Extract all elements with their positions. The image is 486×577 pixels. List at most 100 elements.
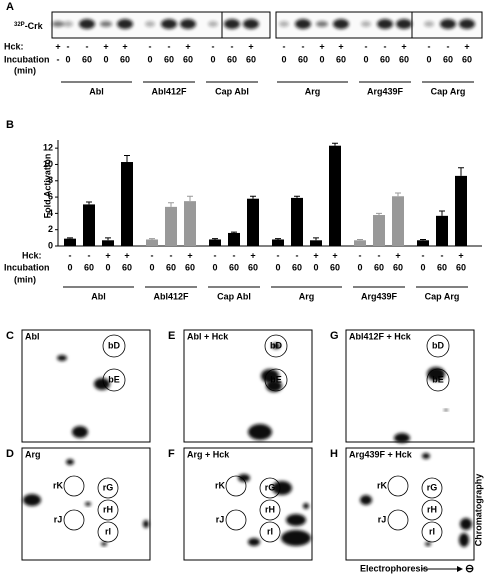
- group-name: Cap Abl: [217, 291, 251, 301]
- hck-sign: -: [168, 41, 171, 51]
- bar: [392, 196, 404, 246]
- incubation: 0: [313, 262, 318, 272]
- incubation: 60: [166, 262, 176, 272]
- group-name: Cap Abl: [215, 86, 249, 96]
- hck-sign: -: [88, 250, 91, 260]
- spot: [422, 453, 430, 459]
- error-bar: [357, 238, 363, 241]
- panel-title: Abl412F + Hck: [349, 331, 412, 341]
- bar: [329, 145, 341, 246]
- incubation: 0: [65, 54, 70, 64]
- bar: [102, 240, 114, 246]
- error-bar: [124, 154, 130, 163]
- incubation: 60: [336, 54, 346, 64]
- spot-circle: [259, 499, 281, 521]
- error-bar: [212, 238, 218, 240]
- error-bar: [395, 192, 401, 197]
- spot: [248, 538, 260, 546]
- panel-title: Abl + Hck: [187, 331, 229, 341]
- incubation: 0: [363, 54, 368, 64]
- spot-label: rG: [265, 482, 276, 492]
- spot: [272, 481, 292, 495]
- band: [100, 21, 112, 27]
- spot-circle: [421, 499, 443, 521]
- incubation: 0: [147, 54, 152, 64]
- band: [377, 19, 393, 29]
- spot: [460, 518, 472, 530]
- incubation: 0: [210, 54, 215, 64]
- error-bar: [250, 195, 256, 199]
- row-label: (min): [14, 274, 36, 284]
- hck-sign: -: [365, 41, 368, 51]
- group-name: Arg439F: [361, 291, 398, 301]
- band: [63, 21, 73, 27]
- spot-circle: [97, 499, 119, 521]
- hck-sign: -: [428, 41, 431, 51]
- bar: [146, 239, 158, 246]
- panel-letter: G: [330, 330, 339, 342]
- spot: [248, 424, 272, 440]
- y-tick-label: 6: [48, 191, 53, 201]
- probe-sup: 32P: [14, 22, 25, 28]
- incubation: 0: [426, 54, 431, 64]
- group-name: Cap Arg: [425, 291, 460, 301]
- incubation: 60: [330, 262, 340, 272]
- hck-sign: -: [86, 41, 89, 51]
- spot-label: rI: [267, 526, 273, 536]
- spot-label: bE: [108, 374, 120, 384]
- incubation: 60: [248, 262, 258, 272]
- bar: [165, 206, 177, 246]
- bar: [373, 215, 385, 246]
- incubation: 60: [292, 262, 302, 272]
- hck-sign: +: [124, 250, 129, 260]
- spot-label: bD: [432, 340, 444, 350]
- spot: [261, 369, 279, 383]
- hck-sign: +: [401, 41, 406, 51]
- spot-label: rG: [103, 482, 114, 492]
- spot-circle: [259, 477, 281, 499]
- spot-label: rK: [377, 480, 388, 490]
- error-bar: [187, 195, 193, 202]
- panel-letter: A: [6, 1, 14, 13]
- bar: [455, 175, 467, 246]
- spot: [286, 514, 306, 526]
- hck-sign: -: [447, 41, 450, 51]
- spot: [238, 474, 250, 482]
- probe-label: 32P-Crk: [14, 21, 44, 31]
- incubation: 0: [105, 262, 110, 272]
- group-name: Abl: [91, 291, 106, 301]
- spot: [394, 433, 410, 443]
- spot: [281, 530, 311, 546]
- row-label: Hck:: [4, 41, 24, 51]
- hck-sign: +: [338, 41, 343, 51]
- x-axis-label: Electrophoresis: [360, 563, 428, 573]
- error-bar: [458, 167, 464, 176]
- hck-sign: -: [359, 250, 362, 260]
- error-bar: [149, 238, 155, 240]
- hck-sign: +: [464, 41, 469, 51]
- hck-sign: -: [170, 250, 173, 260]
- spot: [143, 520, 149, 528]
- panel-letter: E: [168, 330, 175, 342]
- spot-label: rH: [265, 504, 275, 514]
- row-label: Hck:: [22, 250, 42, 260]
- bar: [64, 238, 76, 246]
- spot-circle: [426, 368, 450, 392]
- hck-sign: +: [185, 41, 190, 51]
- bar: [272, 239, 284, 246]
- incubation: 60: [443, 54, 453, 64]
- spot-label: bE: [432, 374, 444, 384]
- probe-name: -Crk: [25, 21, 44, 31]
- hck-sign: -: [149, 41, 152, 51]
- group-name: Arg: [305, 86, 321, 96]
- spot-label: bD: [108, 340, 120, 350]
- spot-label: rJ: [54, 514, 63, 524]
- spot-label: rH: [427, 504, 437, 514]
- error-bar: [332, 142, 338, 146]
- spot-circle: [63, 475, 85, 497]
- spot-circle: [426, 334, 450, 358]
- band: [333, 19, 349, 29]
- band: [180, 19, 196, 29]
- spot-label: rK: [53, 480, 64, 490]
- hck-sign: -: [378, 250, 381, 260]
